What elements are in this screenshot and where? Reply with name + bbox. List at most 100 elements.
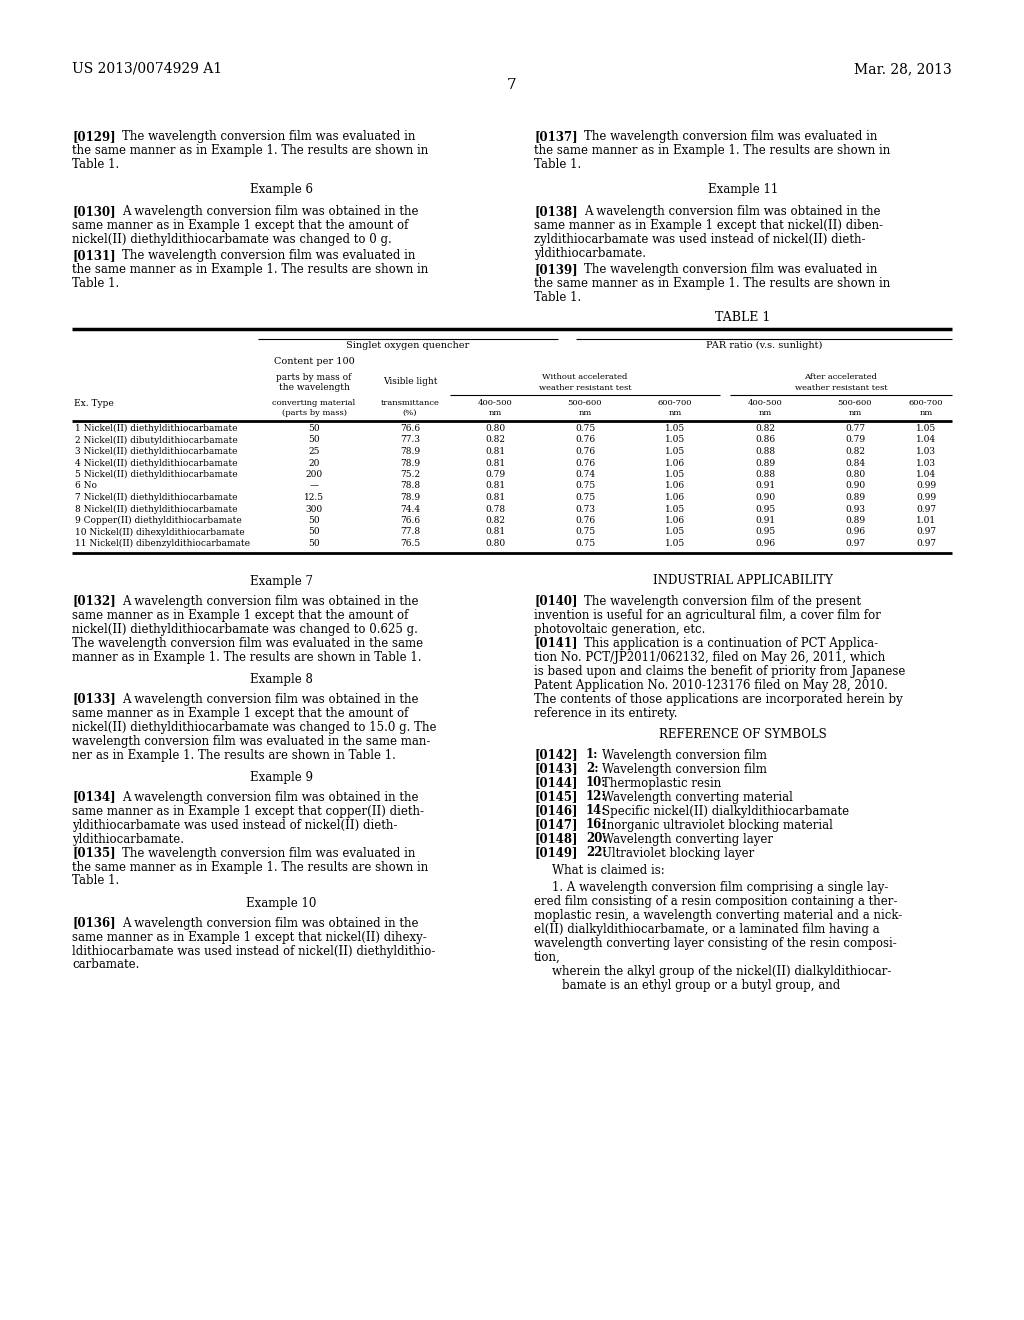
- Text: 400-500: 400-500: [748, 399, 782, 407]
- Text: the same manner as in Example 1. The results are shown in: the same manner as in Example 1. The res…: [72, 861, 428, 874]
- Text: Table 1.: Table 1.: [72, 158, 119, 172]
- Text: 76.6: 76.6: [400, 516, 420, 525]
- Text: 1.06: 1.06: [665, 458, 685, 467]
- Text: carbamate.: carbamate.: [72, 958, 139, 972]
- Text: bamate is an ethyl group or a butyl group, and: bamate is an ethyl group or a butyl grou…: [562, 978, 841, 991]
- Text: Table 1.: Table 1.: [72, 277, 119, 290]
- Text: [0144]: [0144]: [534, 776, 578, 789]
- Text: nm: nm: [488, 409, 502, 417]
- Text: 1.05: 1.05: [915, 424, 936, 433]
- Text: 14:: 14:: [586, 804, 606, 817]
- Text: Mar. 28, 2013: Mar. 28, 2013: [854, 62, 952, 77]
- Text: nm: nm: [848, 409, 861, 417]
- Text: 22:: 22:: [586, 846, 607, 859]
- Text: the same manner as in Example 1. The results are shown in: the same manner as in Example 1. The res…: [72, 263, 428, 276]
- Text: The contents of those applications are incorporated herein by: The contents of those applications are i…: [534, 693, 903, 705]
- Text: 50: 50: [308, 424, 319, 433]
- Text: A wavelength conversion film was obtained in the: A wavelength conversion film was obtaine…: [122, 791, 419, 804]
- Text: (%): (%): [402, 409, 417, 417]
- Text: 3 Nickel(II) diethyldithiocarbamate: 3 Nickel(II) diethyldithiocarbamate: [75, 447, 238, 457]
- Text: (parts by mass): (parts by mass): [282, 409, 346, 417]
- Text: 50: 50: [308, 539, 319, 548]
- Text: 50: 50: [308, 436, 319, 445]
- Text: 0.76: 0.76: [574, 447, 595, 455]
- Text: moplastic resin, a wavelength converting material and a nick-: moplastic resin, a wavelength converting…: [534, 908, 902, 921]
- Text: weather resistant test: weather resistant test: [795, 384, 888, 392]
- Text: 1.05: 1.05: [665, 528, 685, 536]
- Text: 1.05: 1.05: [665, 447, 685, 455]
- Text: —: —: [309, 482, 318, 491]
- Text: same manner as in Example 1 except that copper(II) dieth-: same manner as in Example 1 except that …: [72, 804, 424, 817]
- Text: 7: 7: [507, 78, 517, 92]
- Text: This application is a continuation of PCT Applica-: This application is a continuation of PC…: [584, 636, 879, 649]
- Text: yldithiocarbamate was used instead of nickel(II) dieth-: yldithiocarbamate was used instead of ni…: [72, 818, 397, 832]
- Text: 500-600: 500-600: [838, 399, 872, 407]
- Text: 12:: 12:: [586, 791, 607, 804]
- Text: 0.78: 0.78: [485, 504, 505, 513]
- Text: 0.76: 0.76: [574, 516, 595, 525]
- Text: 0.77: 0.77: [845, 424, 865, 433]
- Text: 20:: 20:: [586, 833, 607, 846]
- Text: 0.88: 0.88: [755, 470, 775, 479]
- Text: nm: nm: [669, 409, 682, 417]
- Text: Example 6: Example 6: [250, 183, 312, 195]
- Text: is based upon and claims the benefit of priority from Japanese: is based upon and claims the benefit of …: [534, 664, 905, 677]
- Text: same manner as in Example 1 except that nickel(II) diben-: same manner as in Example 1 except that …: [534, 219, 883, 232]
- Text: 0.81: 0.81: [485, 458, 505, 467]
- Text: wavelength conversion film was evaluated in the same man-: wavelength conversion film was evaluated…: [72, 734, 430, 747]
- Text: 1.03: 1.03: [916, 458, 936, 467]
- Text: 0.99: 0.99: [915, 492, 936, 502]
- Text: Patent Application No. 2010-123176 filed on May 28, 2010.: Patent Application No. 2010-123176 filed…: [534, 678, 888, 692]
- Text: 0.81: 0.81: [485, 492, 505, 502]
- Text: transmittance: transmittance: [381, 399, 439, 407]
- Text: 0.79: 0.79: [845, 436, 865, 445]
- Text: wherein the alkyl group of the nickel(II) dialkyldithiocar-: wherein the alkyl group of the nickel(II…: [552, 965, 891, 978]
- Text: wavelength converting layer consisting of the resin composi-: wavelength converting layer consisting o…: [534, 936, 897, 949]
- Text: manner as in Example 1. The results are shown in Table 1.: manner as in Example 1. The results are …: [72, 651, 422, 664]
- Text: 0.89: 0.89: [845, 492, 865, 502]
- Text: [0129]: [0129]: [72, 129, 116, 143]
- Text: [0135]: [0135]: [72, 846, 116, 859]
- Text: 8 Nickel(II) diethyldithiocarbamate: 8 Nickel(II) diethyldithiocarbamate: [75, 504, 238, 513]
- Text: 0.81: 0.81: [485, 482, 505, 491]
- Text: 0.88: 0.88: [755, 447, 775, 455]
- Text: 0.96: 0.96: [755, 539, 775, 548]
- Text: tion,: tion,: [534, 950, 561, 964]
- Text: 0.96: 0.96: [845, 528, 865, 536]
- Text: 0.89: 0.89: [755, 458, 775, 467]
- Text: 1.06: 1.06: [665, 492, 685, 502]
- Text: 200: 200: [305, 470, 323, 479]
- Text: 0.97: 0.97: [915, 539, 936, 548]
- Text: What is claimed is:: What is claimed is:: [552, 865, 665, 878]
- Text: Example 7: Example 7: [250, 574, 312, 587]
- Text: 16:: 16:: [586, 818, 606, 832]
- Text: el(II) dialkyldithiocarbamate, or a laminated film having a: el(II) dialkyldithiocarbamate, or a lami…: [534, 923, 880, 936]
- Text: Content per 100: Content per 100: [273, 356, 354, 366]
- Text: zyldithiocarbamate was used instead of nickel(II) dieth-: zyldithiocarbamate was used instead of n…: [534, 234, 865, 246]
- Text: 0.91: 0.91: [755, 516, 775, 525]
- Text: [0132]: [0132]: [72, 594, 116, 607]
- Text: 0.73: 0.73: [575, 504, 595, 513]
- Text: The wavelength conversion film of the present: The wavelength conversion film of the pr…: [584, 594, 861, 607]
- Text: [0149]: [0149]: [534, 846, 578, 859]
- Text: Wavelength conversion film: Wavelength conversion film: [602, 748, 767, 762]
- Text: The wavelength conversion film was evaluated in: The wavelength conversion film was evalu…: [122, 249, 416, 261]
- Text: converting material: converting material: [272, 399, 355, 407]
- Text: 600-700: 600-700: [908, 399, 943, 407]
- Text: 75.2: 75.2: [400, 470, 420, 479]
- Text: [0137]: [0137]: [534, 129, 578, 143]
- Text: 0.79: 0.79: [485, 470, 505, 479]
- Text: tion No. PCT/JP2011/062132, filed on May 26, 2011, which: tion No. PCT/JP2011/062132, filed on May…: [534, 651, 886, 664]
- Text: 12.5: 12.5: [304, 492, 324, 502]
- Text: 0.95: 0.95: [755, 528, 775, 536]
- Text: A wavelength conversion film was obtained in the: A wavelength conversion film was obtaine…: [122, 594, 419, 607]
- Text: Example 11: Example 11: [708, 183, 778, 195]
- Text: [0147]: [0147]: [534, 818, 578, 832]
- Text: [0130]: [0130]: [72, 205, 116, 218]
- Text: [0131]: [0131]: [72, 249, 116, 261]
- Text: 20: 20: [308, 458, 319, 467]
- Text: 0.82: 0.82: [485, 516, 505, 525]
- Text: 10:: 10:: [586, 776, 606, 789]
- Text: 77.8: 77.8: [400, 528, 420, 536]
- Text: 2:: 2:: [586, 763, 599, 776]
